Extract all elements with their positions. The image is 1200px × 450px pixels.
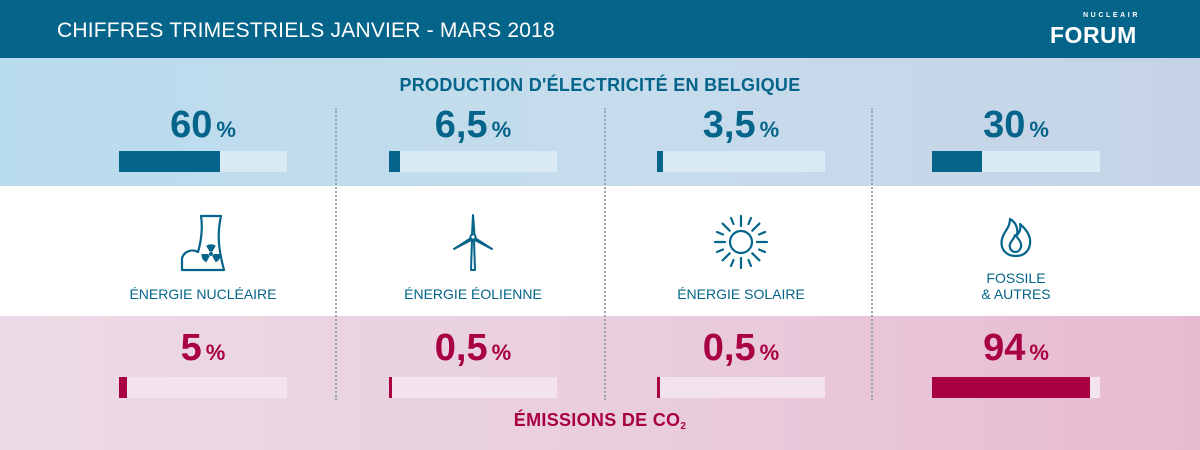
emissions-title: ÉMISSIONS DE CO2 [0,410,1200,432]
source-column-solar: 3,5% ÉNERGIE S [657,0,825,450]
source-label: ÉNERGIE SOLAIRE [677,286,805,302]
production-bar-fill [119,151,220,172]
source-column-nuclear: 60% ÉNERGIE NUCLÉAIRE 5% [119,0,287,450]
source-label: ÉNERGIE ÉOLIENNE [404,286,542,302]
logo-big-text: FORUM [1050,22,1137,48]
production-value: 30% [983,104,1049,146]
production-bar [657,151,825,172]
production-bar [119,151,287,172]
production-bar-fill [932,151,983,172]
source-column-fossil: 30% FOSSILE & AUTRES 94% [932,0,1100,450]
column-divider [604,108,606,400]
emissions-bar [389,377,557,398]
emissions-title-text: ÉMISSIONS DE CO [513,410,681,430]
emissions-value: 0,5% [702,327,780,369]
nuclear-plant-icon [119,212,287,272]
source-column-wind: 6,5% ÉNERGIE ÉOLIENNE 0,5% [389,0,557,450]
column-divider [335,108,337,400]
emissions-title-subscript: 2 [680,421,687,432]
emissions-value: 5% [180,327,226,369]
sources-band [0,186,1200,316]
production-bar-fill [657,151,663,172]
sun-icon [657,212,825,272]
nucleair-forum-logo: NUCLEAIR FORUM [1050,12,1142,48]
production-bar-fill [389,151,400,172]
emissions-value: 94% [983,327,1049,369]
production-bar [389,151,557,172]
wind-turbine-icon [389,212,557,272]
header-bar: CHIFFRES TRIMESTRIELS JANVIER - MARS 201… [0,0,1200,58]
emissions-bar [119,377,287,398]
column-divider [871,108,873,400]
flame-icon [932,210,1100,270]
emissions-bar-fill [119,377,128,398]
page-title: CHIFFRES TRIMESTRIELS JANVIER - MARS 201… [57,19,555,42]
emissions-value: 0,5% [434,327,512,369]
emissions-bar-fill [657,377,660,398]
production-title: PRODUCTION D'ÉLECTRICITÉ EN BELGIQUE [399,75,801,95]
emissions-bar-fill [389,377,392,398]
source-label: FOSSILE & AUTRES [981,270,1051,302]
source-label: ÉNERGIE NUCLÉAIRE [129,286,277,302]
emissions-bar [657,377,825,398]
emissions-bar [932,377,1100,398]
production-bar [932,151,1100,172]
logo-small-text: NUCLEAIR [1083,12,1140,19]
emissions-bar-fill [932,377,1090,398]
production-value: 3,5% [702,104,780,146]
production-value: 60% [170,104,236,146]
production-value: 6,5% [434,104,512,146]
